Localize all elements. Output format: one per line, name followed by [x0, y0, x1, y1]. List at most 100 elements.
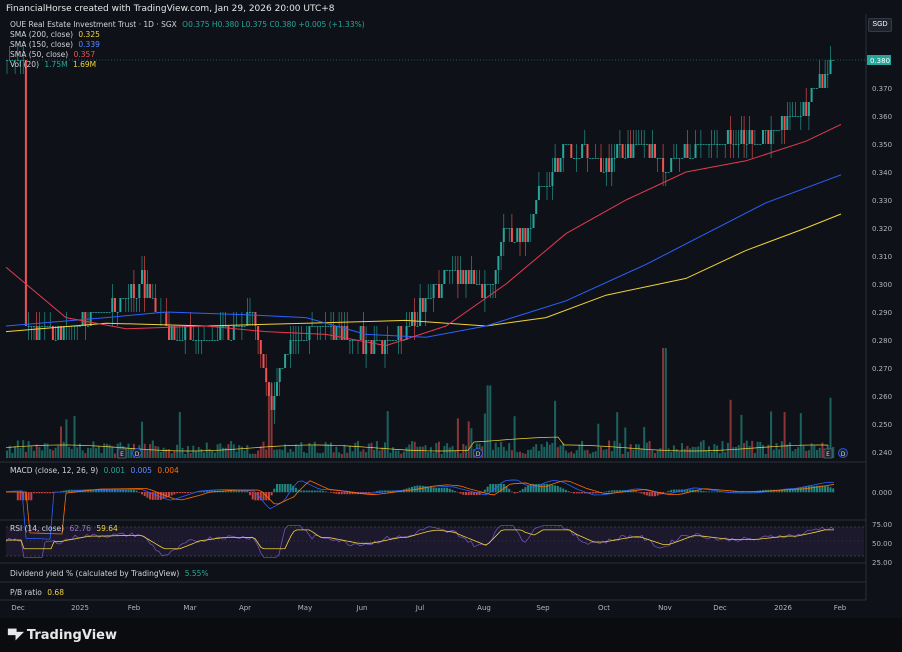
chart-svg[interactable]: 0.370 0.360 0.350 0.340 0.330 0.320 0.310 0.300…: [0, 0, 902, 618]
volume-bar: [178, 412, 181, 458]
macd-histogram-bar: [238, 490, 241, 493]
volume-bar: [286, 452, 289, 458]
volume-bar: [740, 414, 743, 458]
candle-body: [38, 326, 41, 340]
macd-histogram-bar: [135, 490, 138, 493]
tradingview-logo[interactable]: ▀◤ TradingView: [8, 628, 117, 643]
legend-macd[interactable]: MACD (close, 12, 26, 9) 0.001 0.005 0.00…: [10, 466, 179, 475]
macd-histogram-bar: [551, 484, 554, 493]
volume-bar: [829, 397, 832, 458]
candle-body: [419, 298, 422, 326]
legend-pb[interactable]: P/B ratio 0.68: [10, 588, 64, 597]
volume-bar: [654, 453, 656, 458]
legend-volume[interactable]: Vol (20) 1.75M 1.69M: [10, 60, 96, 69]
macd-histogram-bar: [181, 492, 184, 494]
macd-histogram-bar: [348, 492, 351, 495]
volume-bar: [702, 440, 705, 458]
volume-bar: [416, 446, 419, 458]
volume-bar: [486, 385, 489, 458]
volume-bar: [816, 449, 818, 458]
volume-bar: [502, 446, 505, 458]
candle-body: [640, 144, 643, 145]
candle-body: [470, 270, 473, 284]
volume-bar: [143, 443, 146, 458]
volume-bar: [257, 450, 260, 458]
macd-histogram-bar: [492, 484, 494, 493]
macd-histogram-bar: [375, 491, 378, 493]
macd-histogram-bar: [184, 492, 187, 494]
volume-bar: [540, 444, 543, 458]
candle-body: [829, 60, 832, 74]
volume-bar: [313, 441, 316, 458]
macd-histogram-bar: [613, 490, 616, 493]
volume-bar: [678, 451, 681, 458]
volume-bar: [508, 443, 511, 458]
dividend-marker-label: D: [476, 451, 481, 458]
macd-histogram-bar: [424, 486, 427, 493]
volume-bar: [159, 452, 162, 458]
candle-body: [259, 340, 262, 354]
candle-body: [138, 284, 141, 298]
time-axis-label: Feb: [834, 604, 847, 612]
macd-histogram-bar: [384, 490, 386, 493]
macd-value-2: 0.005: [130, 466, 152, 475]
volume-bar: [84, 453, 87, 458]
dividend-marker-label: D: [135, 451, 140, 458]
candle-body: [586, 144, 589, 158]
volume-bar: [616, 412, 619, 458]
macd-histogram-bar: [548, 484, 551, 493]
candle-body: [786, 116, 789, 130]
candle-body: [130, 284, 133, 298]
macd-histogram-bar: [618, 490, 621, 493]
macd-histogram-bar: [505, 486, 508, 493]
macd-histogram-bar: [454, 491, 457, 493]
legend-sma150[interactable]: SMA (150, close) 0.339: [10, 40, 100, 49]
macd-histogram-bar: [38, 492, 41, 494]
last-price-badge: [867, 55, 891, 65]
candle-body: [408, 326, 411, 327]
legend-rsi[interactable]: RSI (14, close) 62.76 59.64: [10, 524, 118, 533]
candle-body: [497, 256, 500, 270]
candle-body: [224, 326, 227, 327]
candle-body: [521, 228, 524, 242]
volume-bar: [265, 449, 268, 458]
macd-histogram-bar: [670, 489, 673, 493]
candle-body: [103, 312, 106, 313]
legend-sma50[interactable]: SMA (50, close) 0.357: [10, 50, 95, 59]
volume-bar: [251, 453, 254, 458]
volume-bar: [675, 449, 678, 458]
legend-sma200[interactable]: SMA (200, close) 0.325: [10, 30, 100, 39]
time-axis-label: Dec: [713, 604, 727, 612]
candle-body: [297, 340, 300, 341]
candle-body: [41, 326, 44, 327]
candle-body: [343, 326, 346, 340]
volume-bar: [667, 448, 670, 458]
volume-bar: [770, 411, 773, 458]
volume-bar: [116, 443, 119, 458]
candle-body: [824, 74, 827, 88]
volume-bar: [537, 450, 540, 458]
candle-body: [243, 326, 246, 327]
volume-bar: [100, 452, 103, 458]
volume-bar: [735, 446, 737, 458]
macd-histogram-bar: [818, 485, 821, 493]
candle-body: [427, 298, 430, 299]
macd-histogram-bar: [656, 492, 659, 496]
candle-body: [605, 158, 608, 172]
volume-bar: [645, 442, 648, 458]
candle-body: [173, 326, 176, 340]
candle-body: [219, 326, 222, 340]
legend-dividend[interactable]: Dividend yield % (calculated by TradingV…: [10, 569, 209, 578]
macd-histogram-bar: [49, 492, 52, 494]
price-tick-label: 0.250: [872, 421, 892, 429]
macd-histogram-bar: [311, 490, 314, 493]
candle-body: [35, 326, 38, 340]
volume-bar: [173, 450, 176, 458]
volume-bar: [46, 443, 49, 458]
volume-bar: [54, 447, 57, 458]
candle-body: [737, 144, 740, 145]
volume-bar: [505, 450, 508, 458]
legend-symbol[interactable]: OUE Real Estate Investment Trust · 1D · …: [10, 20, 365, 29]
currency-badge[interactable]: SGD: [868, 18, 892, 32]
